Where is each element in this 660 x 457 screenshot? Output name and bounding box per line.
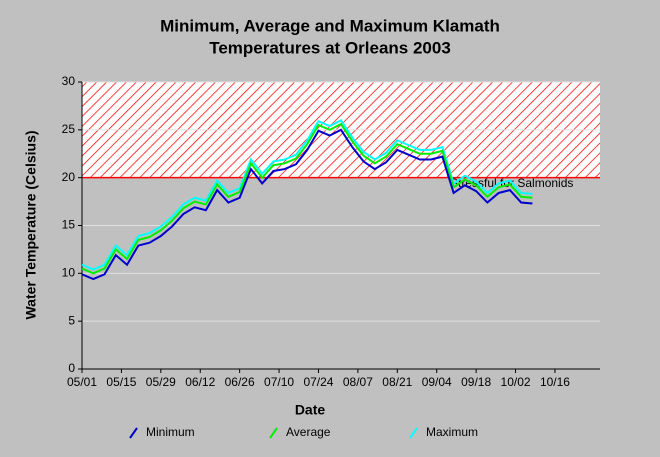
legend-swatch <box>129 427 138 439</box>
x-tick-label: 08/21 <box>382 375 412 389</box>
x-tick-label: 08/07 <box>343 375 373 389</box>
legend-swatch <box>269 427 278 439</box>
legend-label: Minimum <box>146 425 195 439</box>
x-tick-label: 07/24 <box>303 375 333 389</box>
legend-swatch <box>409 427 418 439</box>
y-tick-label: 0 <box>68 361 75 375</box>
y-tick-label: 25 <box>62 122 76 136</box>
chart-title: Minimum, Average and Maximum Klamath <box>160 16 500 35</box>
series-line <box>81 122 533 275</box>
x-tick-label: 05/01 <box>67 375 97 389</box>
x-tick-label: 07/10 <box>264 375 294 389</box>
x-tick-label: 05/29 <box>146 375 176 389</box>
legend-label: Maximum <box>426 425 478 439</box>
x-tick-label: 05/15 <box>106 375 136 389</box>
y-tick-label: 20 <box>62 170 76 184</box>
x-tick-label: 10/02 <box>501 375 531 389</box>
series-line <box>81 128 533 281</box>
y-tick-label: 30 <box>62 74 76 88</box>
chart-title: Temperatures at Orleans 2003 <box>209 38 451 57</box>
x-tick-label: 06/26 <box>225 375 255 389</box>
x-axis-label: Date <box>295 402 326 418</box>
x-tick-label: 09/18 <box>461 375 491 389</box>
legend-label: Average <box>286 425 331 439</box>
y-tick-label: 5 <box>68 313 75 327</box>
y-axis-label: Water Temperature (Celsius) <box>23 130 39 319</box>
y-tick-label: 10 <box>62 266 76 280</box>
y-tick-label: 15 <box>62 218 76 232</box>
x-tick-label: 09/04 <box>422 375 452 389</box>
series-line <box>81 118 533 271</box>
x-tick-label: 06/12 <box>185 375 215 389</box>
x-tick-label: 10/16 <box>540 375 570 389</box>
